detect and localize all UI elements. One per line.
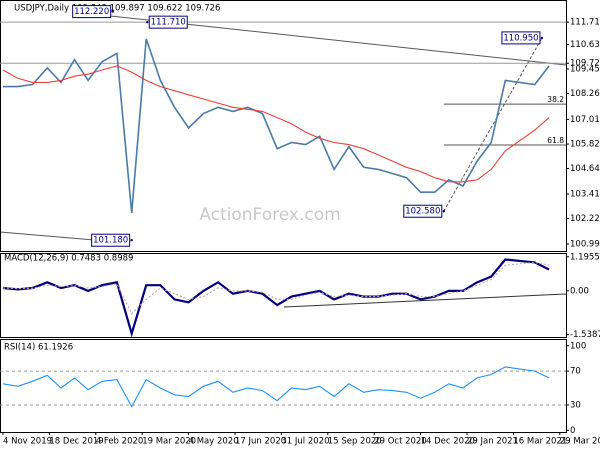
y-tick-label: 108.265 — [570, 89, 600, 99]
x-tick-label: 4 May 2020 — [189, 437, 239, 447]
fib-dash — [443, 37, 543, 212]
series-line — [2, 258, 550, 338]
x-tick-label: 29 Mar 2021 — [560, 437, 600, 447]
y-tick-label: 102.225 — [570, 214, 600, 224]
y-tick-label: 0 — [570, 426, 575, 436]
annotation-point — [442, 210, 445, 213]
x-tick-label: 31 Jul 2020 — [281, 437, 329, 447]
x-tick-label: 4 Nov 2019 — [3, 437, 52, 447]
y-tick-label: 109.726 — [570, 59, 600, 69]
y-tick-label: 105.825 — [570, 140, 600, 150]
panel-frame — [0, 253, 567, 338]
annotation-box — [403, 204, 443, 218]
macd-title: MACD(12,26,9) 0.7483 0.8989 — [4, 254, 133, 264]
x-tick-label: 17 Jun 2020 — [235, 437, 286, 447]
annotation-box — [72, 5, 112, 19]
annotation-point — [540, 36, 544, 40]
annotation-label: 111.710 — [151, 18, 186, 28]
watermark: ActionForex.com — [199, 205, 340, 225]
annotation-label: 110.950 — [503, 33, 538, 43]
series-line — [2, 366, 550, 408]
x-tick-label: 15 Sep 2020 — [328, 437, 382, 447]
annotation-point — [146, 20, 149, 24]
y-tick-label: 104.640 — [570, 164, 600, 174]
x-tick-label: 14 Dec 2020 — [421, 437, 475, 447]
y-tick-label: 30 — [570, 400, 581, 410]
y-tick-label: 1.1955 — [570, 252, 600, 262]
x-tick-label: 29 Jan 2021 — [467, 437, 518, 447]
annotation-label: 112.220 — [74, 7, 109, 17]
y-tick-label: 110.635 — [570, 40, 600, 50]
x-tick-label: 18 Dec 2019 — [49, 437, 103, 447]
fib-label: 61.8 — [547, 136, 564, 145]
annotation-label: 101.180 — [93, 236, 128, 246]
annotation-label: 102.580 — [405, 207, 440, 217]
panel-frame — [0, 339, 567, 433]
annotation-point — [111, 10, 114, 13]
chart-title: USDJPY,Daily 109.843 109.897 109.622 109… — [14, 4, 220, 14]
y-tick-label: 0.00 — [570, 286, 589, 296]
series-line — [3, 38, 550, 213]
annotation-box — [148, 15, 188, 29]
annotation-box — [91, 233, 131, 247]
panel-frame — [0, 0, 567, 252]
fib-label: 38.2 — [547, 95, 564, 104]
x-tick-label: 16 Mar 2021 — [513, 437, 567, 447]
annotation-box — [501, 31, 541, 45]
y-tick-label: 109.450 — [570, 64, 600, 74]
y-tick-label: 111.710 — [570, 18, 600, 28]
y-tick-label: 103.410 — [570, 190, 600, 200]
series-line — [2, 261, 550, 315]
y-tick-label: -1.5387 — [570, 330, 600, 340]
y-tick-label: 70 — [570, 367, 581, 377]
y-tick-label: 100.995 — [570, 240, 600, 250]
macd-trend-line — [283, 293, 567, 308]
x-tick-label: 4 Feb 2020 — [96, 437, 144, 447]
x-tick-label: 19 Mar 2020 — [142, 437, 196, 447]
y-tick-label: 100 — [570, 341, 586, 351]
y-tick-label: 107.015 — [570, 115, 600, 125]
x-tick-label: 29 Oct 2020 — [374, 437, 427, 447]
series-line — [2, 65, 550, 183]
annotation-point — [130, 239, 133, 242]
rsi-title: RSI(14) 61.1926 — [4, 343, 73, 353]
